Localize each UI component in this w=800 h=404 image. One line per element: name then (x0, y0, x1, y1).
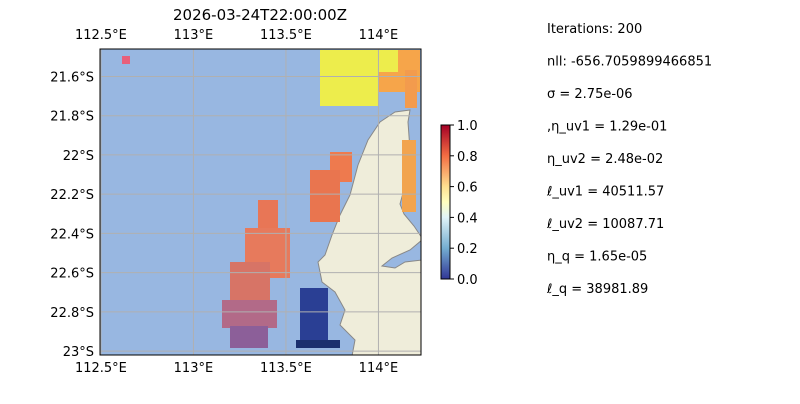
land (317, 109, 421, 355)
lat-label: 22.4°S (50, 227, 94, 242)
colorbar-label: 0.0 (457, 273, 478, 288)
lon-label-bottom: 113.5°E (260, 361, 312, 376)
lat-label: 22.2°S (50, 188, 94, 203)
lat-label: 22°S (63, 149, 94, 164)
colorbar-label: 0.6 (457, 181, 478, 196)
colorbar-label: 0.4 (457, 211, 478, 226)
info-line: ℓ_uv1 = 40511.57 (546, 185, 664, 200)
graticule (100, 49, 421, 355)
colorbar-label: 1.0 (457, 119, 478, 134)
colorbar-label: 0.8 (457, 150, 478, 165)
info-line: ,η_uv1 = 1.29e-01 (547, 120, 667, 135)
map (100, 49, 421, 355)
lat-label: 23°S (63, 345, 94, 360)
field-cells (122, 50, 420, 348)
lon-label-bottom: 113°E (174, 361, 214, 376)
info-line: η_uv2 = 2.48e-02 (547, 152, 663, 167)
info-line: Iterations: 200 (547, 22, 642, 37)
info-line: ℓ_uv2 = 10087.71 (546, 217, 664, 232)
lon-label-top: 112.5°E (75, 28, 127, 43)
title: 2026-03-24T22:00:00Z (173, 6, 347, 24)
lon-label-bottom: 112.5°E (75, 361, 127, 376)
map-frame (99, 48, 422, 356)
lon-label-bottom: 114°E (359, 361, 399, 376)
colorbar-label: 0.2 (457, 242, 478, 257)
lat-label: 22.8°S (50, 306, 94, 321)
info-line: η_q = 1.65e-05 (547, 250, 647, 265)
lon-label-top: 113°E (174, 28, 214, 43)
lon-label-top: 113.5°E (260, 28, 312, 43)
lat-label: 22.6°S (50, 267, 94, 282)
lon-label-top: 114°E (359, 28, 399, 43)
lat-label: 21.6°S (50, 70, 94, 85)
lat-label: 21.8°S (50, 110, 94, 125)
info-line: ℓ_q = 38981.89 (546, 282, 648, 297)
info-line: σ = 2.75e-06 (547, 87, 633, 102)
info-line: nll: -656.7059899466851 (547, 55, 712, 70)
colorbar (440, 124, 451, 280)
